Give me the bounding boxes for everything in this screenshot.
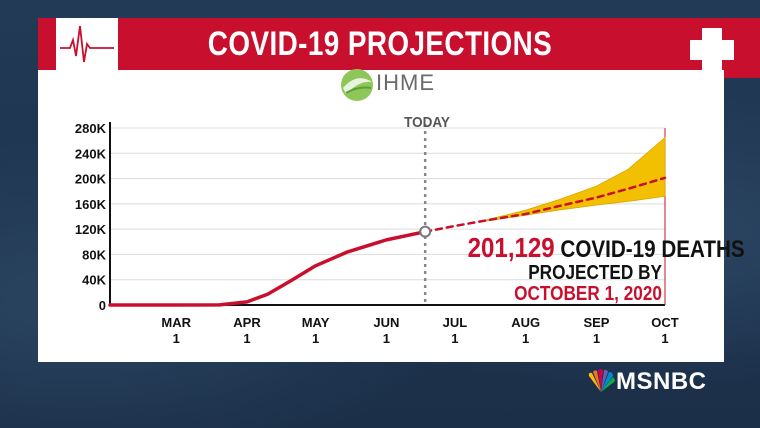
- x-tick-month: MAY: [302, 315, 330, 330]
- today-label: TODAY: [404, 114, 450, 131]
- today-point-marker: [419, 225, 432, 238]
- page-title: COVID-19 PROJECTIONS: [207, 25, 553, 63]
- projection-callout: 201,129 COVID-19 DEATHS PROJECTED BY OCT…: [467, 232, 745, 306]
- x-tick-month: OCT: [651, 315, 679, 330]
- title-bar: [38, 18, 760, 70]
- y-tick-label: 80K: [82, 247, 106, 262]
- callout-deaths-label: COVID-19 DEATHS: [560, 236, 745, 263]
- y-tick-label: 120K: [75, 222, 107, 237]
- x-tick-day: 1: [173, 331, 180, 346]
- x-tick-month: JUN: [373, 315, 399, 330]
- y-tick-label: 280K: [75, 121, 107, 136]
- projected-deaths-line: [423, 176, 667, 233]
- ihme-logo-text: IHME: [376, 70, 435, 95]
- x-tick-day: 1: [312, 331, 319, 346]
- msnbc-logo-text: MSNBC: [616, 368, 707, 395]
- callout-date: OCTOBER 1, 2020: [514, 283, 662, 305]
- y-tick-label: 40K: [82, 273, 106, 288]
- x-tick-month: AUG: [511, 315, 540, 330]
- y-tick-label: 240K: [75, 146, 107, 161]
- x-tick-day: 1: [243, 331, 250, 346]
- callout-projected-by: PROJECTED BY: [528, 262, 662, 284]
- x-tick-month: APR: [233, 315, 261, 330]
- heartbeat-pulse-icon: [56, 18, 118, 70]
- actual-deaths-line: [108, 229, 427, 307]
- x-tick-day: 1: [383, 331, 390, 346]
- x-tick-month: MAR: [161, 315, 191, 330]
- chart-panel: [38, 70, 724, 362]
- y-tick-label: 160K: [75, 197, 107, 212]
- ihme-leaf-icon: [338, 66, 448, 104]
- projected-deaths-number: 201,129: [467, 232, 555, 263]
- x-tick-day: 1: [451, 331, 458, 346]
- medical-cross-icon: [676, 18, 760, 78]
- y-tick-label: 0: [99, 298, 106, 313]
- x-tick-day: 1: [593, 331, 600, 346]
- x-tick-month: JUL: [443, 315, 468, 330]
- x-tick-day: 1: [661, 331, 668, 346]
- x-tick-month: SEP: [583, 315, 609, 330]
- x-tick-day: 1: [522, 331, 529, 346]
- y-tick-label: 200K: [75, 172, 107, 187]
- uncertainty-band: [486, 136, 666, 222]
- nbc-peacock-icon: [586, 368, 736, 398]
